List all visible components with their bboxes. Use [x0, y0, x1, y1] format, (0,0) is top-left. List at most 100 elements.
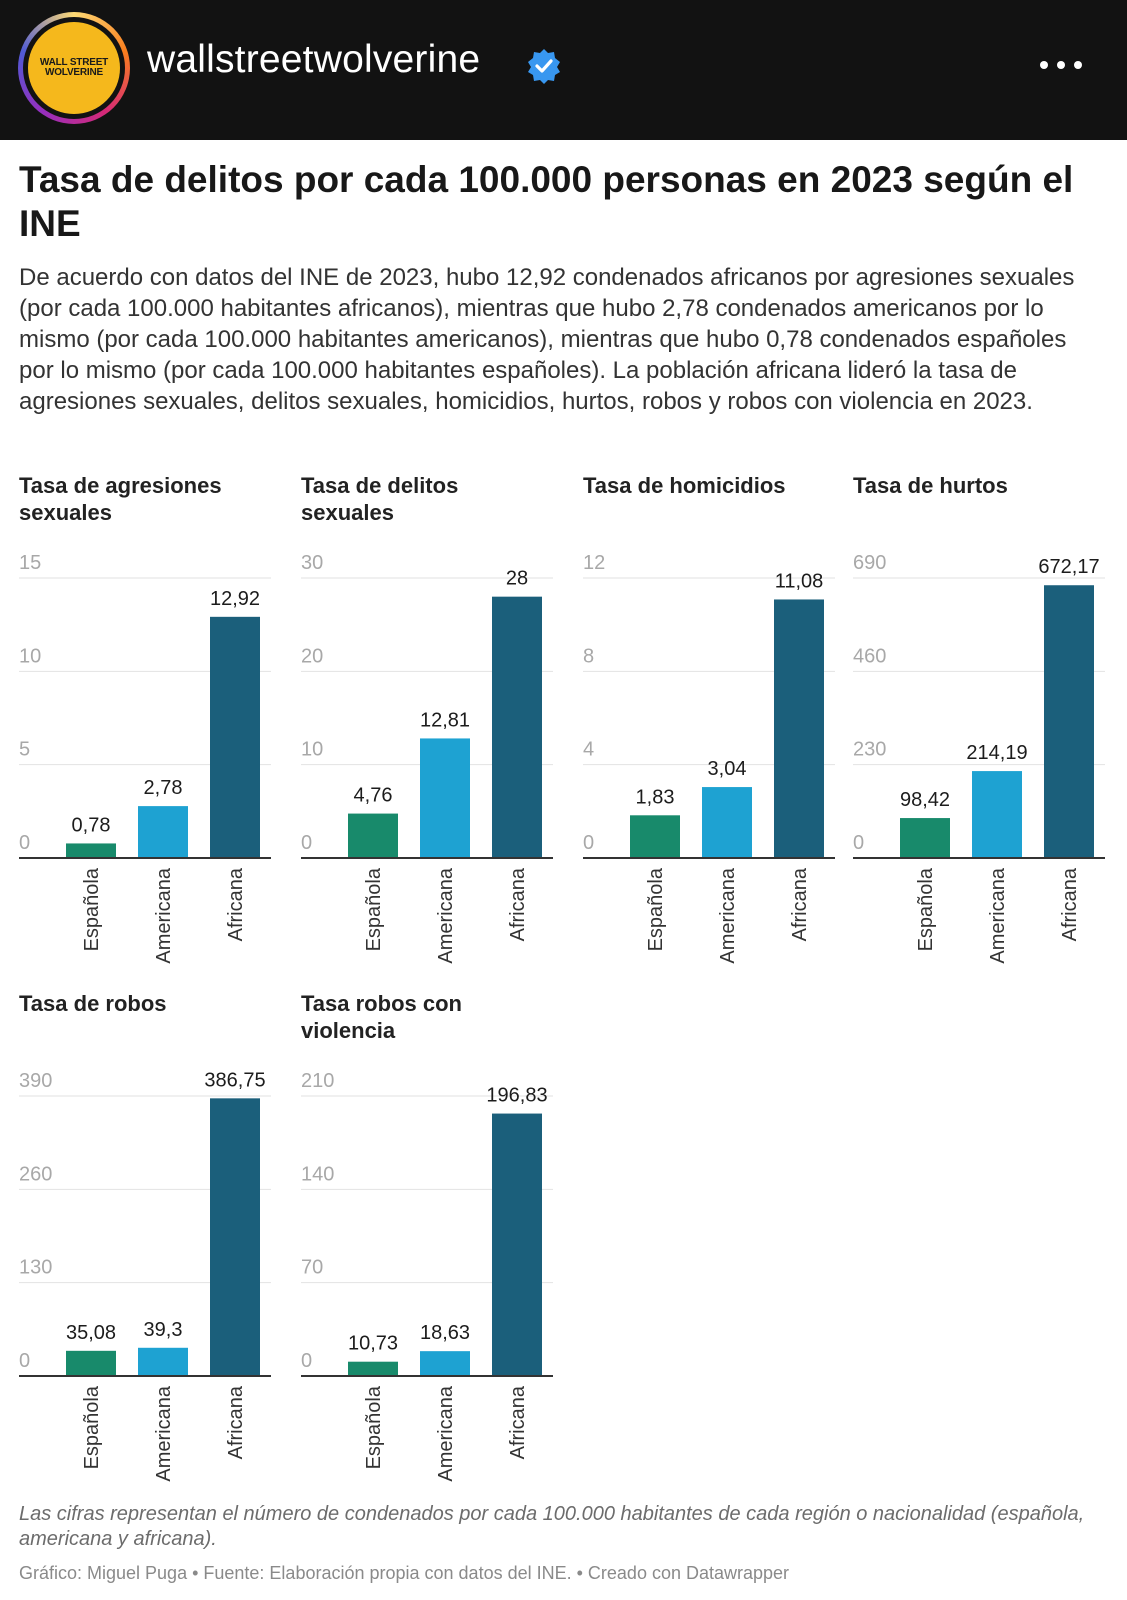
x-category-label: Americana: [987, 867, 1009, 963]
value-label: 98,42: [900, 789, 950, 811]
bar-americana: [138, 806, 188, 858]
chart-robos: Tasa de robos 0 130 260 390 35,08 Española 39,…: [19, 990, 279, 1482]
x-category-label: Africana: [789, 867, 811, 941]
chart-panel-title: Tasa de delitos sexuales: [301, 473, 459, 525]
x-category-label: Africana: [1059, 867, 1081, 941]
chart-panel-title: Tasa de agresiones sexuales: [19, 473, 222, 525]
y-tick-label: 8: [583, 645, 594, 667]
bar-americana: [420, 1351, 470, 1376]
y-tick-label: 10: [19, 645, 41, 667]
x-category-label: Española: [363, 867, 385, 951]
x-category-label: Americana: [153, 1385, 175, 1481]
chart-panel-title: Tasa de robos: [19, 991, 167, 1016]
chart-title: Tasa de delitos por cada 100.000 persona…: [19, 159, 1074, 244]
y-tick-label: 130: [19, 1257, 52, 1279]
x-category-label: Africana: [507, 867, 529, 941]
value-label: 18,63: [420, 1322, 470, 1344]
y-tick-label: 0: [853, 832, 864, 854]
y-tick-label: 460: [853, 645, 886, 667]
username[interactable]: wallstreetwolverine: [147, 38, 481, 81]
value-label: 0,78: [72, 814, 111, 836]
bar-espanola: [66, 1350, 116, 1376]
value-label: 39,3: [144, 1319, 183, 1341]
chart-hurtos: Tasa de hurtos 0 230 460 690 98,42 Española 21…: [853, 472, 1113, 964]
y-tick-label: 15: [19, 552, 41, 574]
value-label: 3,04: [708, 758, 747, 780]
y-tick-label: 0: [19, 1350, 30, 1372]
value-label: 12,92: [210, 588, 260, 610]
y-tick-label: 70: [301, 1257, 323, 1279]
bar-chart-svg: 0 4 8 12 1,83 Española 3,04 Americana 11,08 Afric…: [583, 552, 835, 964]
post-header: WALL STREET WOLVERINE wallstreetwolverin…: [0, 0, 1127, 140]
bar-chart-svg: 0 230 460 690 98,42 Española 214,19 Americana 67…: [853, 552, 1105, 964]
chart-robos-violencia: Tasa robos con violencia 0 70 140 210 10,73 E…: [301, 990, 561, 1482]
chart-byline: Gráfico: Miguel Puga • Fuente: Elaboraci…: [19, 1563, 790, 1583]
chart-notes: Las cifras representan el número de cond…: [19, 1503, 1085, 1550]
avatar[interactable]: WALL STREET WOLVERINE: [18, 12, 130, 124]
y-tick-label: 30: [301, 552, 323, 574]
value-label: 214,19: [966, 742, 1027, 764]
chart-panel-title: Tasa de hurtos: [853, 473, 1008, 498]
y-tick-label: 4: [583, 739, 594, 761]
value-label: 10,73: [348, 1333, 398, 1355]
x-category-label: Africana: [225, 867, 247, 941]
y-tick-label: 690: [853, 552, 886, 574]
y-tick-label: 0: [583, 832, 594, 854]
x-category-label: Española: [81, 1385, 103, 1469]
x-category-label: Española: [645, 867, 667, 951]
value-label: 1,83: [636, 786, 675, 808]
value-label: 12,81: [420, 709, 470, 731]
avatar-text-line1: WALL STREET: [39, 57, 109, 68]
y-tick-label: 20: [301, 645, 323, 667]
chart-panel-title: Tasa robos con violencia: [301, 991, 462, 1043]
chart-delitos-sexuales: Tasa de delitos sexuales 0 10 20 30 4,76 Espa…: [301, 472, 561, 964]
bar-africana: [1044, 585, 1094, 858]
bar-espanola: [630, 815, 680, 858]
y-tick-label: 260: [19, 1163, 52, 1185]
x-category-label: Española: [915, 867, 937, 951]
y-tick-label: 12: [583, 552, 605, 574]
value-label: 11,08: [775, 570, 824, 592]
bar-espanola: [348, 1361, 398, 1376]
x-category-label: Americana: [153, 867, 175, 963]
bar-espanola: [66, 843, 116, 858]
bar-chart-svg: 0 130 260 390 35,08 Española 39,3 Americana 386,…: [19, 1069, 271, 1482]
x-category-label: Americana: [435, 1385, 457, 1481]
bar-americana: [972, 771, 1022, 858]
x-category-label: Africana: [225, 1385, 247, 1459]
value-label: 4,76: [354, 785, 393, 807]
chart-agresiones-sexuales: Tasa de agresiones sexuales 0 5 10 15 0,78 Es…: [19, 472, 279, 964]
chart-description: De acuerdo con datos del INE de 2023, hu…: [19, 264, 1075, 415]
chart-homicidios: Tasa de homicidios 0 4 8 12 1,83 Española 3,04…: [583, 472, 843, 964]
chart-panel-title: Tasa de homicidios: [583, 473, 786, 498]
bar-africana: [774, 599, 824, 858]
bar-espanola: [348, 813, 398, 858]
x-category-label: Americana: [717, 867, 739, 963]
y-tick-label: 5: [19, 739, 30, 761]
y-tick-label: 140: [301, 1163, 334, 1185]
x-category-label: Americana: [435, 867, 457, 963]
value-label: 672,17: [1038, 556, 1099, 578]
bar-africana: [492, 1113, 542, 1376]
y-tick-label: 0: [19, 832, 30, 854]
value-label: 386,75: [204, 1069, 265, 1091]
x-category-label: Española: [363, 1385, 385, 1469]
y-tick-label: 0: [301, 1350, 312, 1372]
y-tick-label: 10: [301, 739, 323, 761]
y-tick-label: 0: [301, 832, 312, 854]
bar-americana: [702, 787, 752, 858]
value-label: 35,08: [66, 1322, 116, 1344]
x-category-label: Africana: [507, 1385, 529, 1459]
avatar-logo: WALL STREET WOLVERINE: [28, 22, 120, 114]
bar-africana: [492, 596, 542, 858]
y-tick-label: 230: [853, 739, 886, 761]
bar-africana: [210, 616, 260, 858]
x-category-label: Española: [81, 867, 103, 951]
avatar-text-line2: WOLVERINE: [44, 67, 103, 78]
bar-espanola: [900, 818, 950, 858]
more-options-icon[interactable]: [1040, 52, 1100, 78]
verified-badge-icon: [528, 49, 560, 84]
bar-chart-svg: 0 5 10 15 0,78 Española 2,78 Americana 12,92 Afri…: [19, 552, 271, 964]
bar-africana: [210, 1098, 260, 1376]
y-tick-label: 210: [301, 1070, 334, 1092]
